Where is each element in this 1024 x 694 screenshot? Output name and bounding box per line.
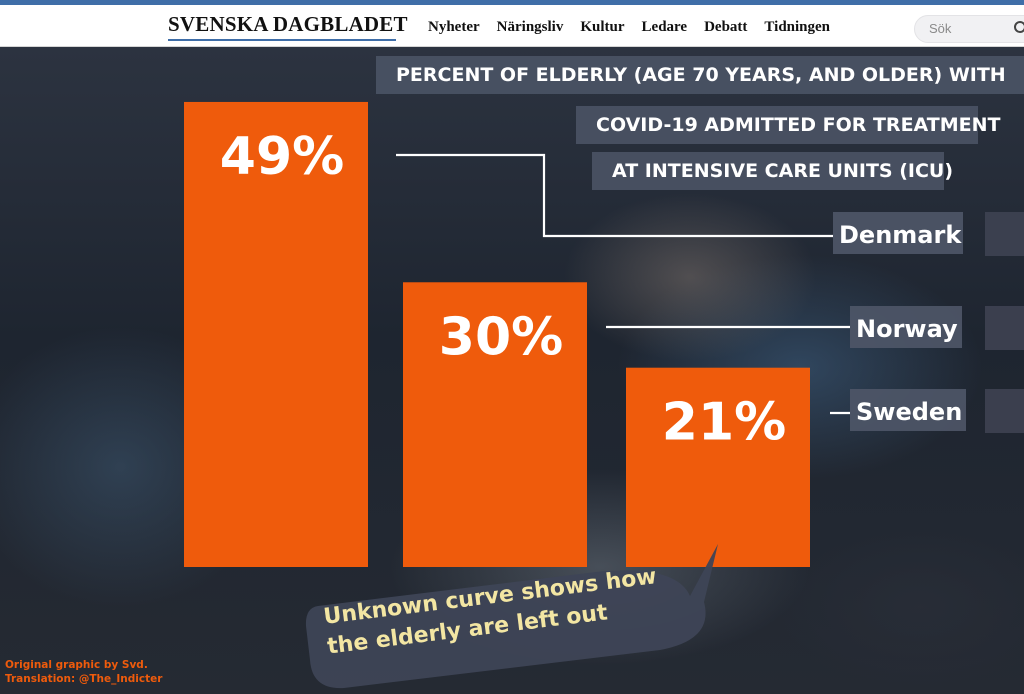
category-box-sweden (850, 389, 966, 431)
bar-sweden (626, 367, 810, 567)
search-box[interactable] (914, 15, 1024, 43)
graphic-credit: Original graphic by Svd. Translation: @T… (5, 658, 162, 686)
credit-line-1: Original graphic by Svd. (5, 659, 148, 671)
main-nav: Nyheter Näringsliv Kultur Ledare Debatt … (428, 19, 830, 36)
site-logo[interactable]: SVENSKA DAGBLADET (168, 12, 408, 36)
bar-denmark (184, 101, 368, 567)
speech-bubble-shape (305, 544, 718, 689)
nav-item-kultur[interactable]: Kultur (580, 19, 625, 35)
nav-item-debatt[interactable]: Debatt (704, 19, 748, 35)
nav-item-naringsliv[interactable]: Näringsliv (496, 19, 564, 35)
leader-line-denmark (396, 153, 833, 238)
chart-title-line-1: PERCENT OF ELDERLY (AGE 70 YEARS, AND OL… (376, 56, 1024, 94)
bar-norway (403, 282, 587, 567)
search-input[interactable] (929, 21, 1009, 36)
label-stub-norway (985, 306, 1024, 350)
label-stub-sweden (985, 389, 1024, 433)
search-icon[interactable] (1014, 21, 1024, 33)
site-header: SVENSKA DAGBLADET Nyheter Näringsliv Kul… (0, 0, 1024, 47)
chart-title-line-2: COVID-19 ADMITTED FOR TREATMENT (576, 106, 1000, 144)
nav-item-ledare[interactable]: Ledare (641, 19, 688, 35)
value-label-denmark: 49% (220, 127, 344, 187)
chart-title-line-3: AT INTENSIVE CARE UNITS (ICU) (592, 152, 953, 190)
logo-underline (168, 39, 396, 41)
value-label-norway: 30% (439, 307, 563, 367)
nav-item-nyheter[interactable]: Nyheter (428, 19, 480, 35)
category-label-sweden: Sweden (856, 398, 962, 426)
category-box-denmark (833, 212, 963, 254)
value-label-sweden: 21% (662, 393, 786, 453)
credit-line-2: Translation: @The_Indicter (5, 673, 163, 685)
category-label-denmark: Denmark (839, 221, 962, 249)
nav-item-tidningen[interactable]: Tidningen (764, 19, 831, 35)
category-label-norway: Norway (856, 315, 958, 343)
category-box-norway (850, 306, 962, 348)
label-stub-denmark (985, 212, 1024, 256)
